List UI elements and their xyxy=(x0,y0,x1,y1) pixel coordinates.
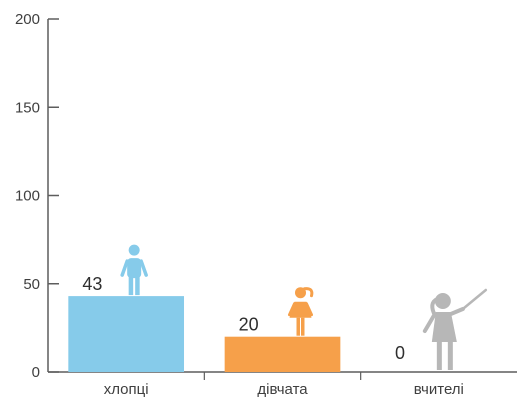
x-axis: хлопці дівчата вчителі xyxy=(48,371,517,398)
x-category-label: хлопці xyxy=(104,381,149,398)
teacher-icon xyxy=(422,288,488,370)
bars xyxy=(68,296,341,372)
value-label: 0 xyxy=(395,343,405,363)
y-tick-label: 100 xyxy=(15,188,40,205)
x-category-label: дівчата xyxy=(257,381,308,398)
bar-girl xyxy=(224,336,341,372)
y-tick-label: 150 xyxy=(15,99,40,116)
y-axis: 0 50 100 150 200 xyxy=(15,11,59,381)
y-tick-label: 200 xyxy=(15,11,40,28)
value-label: 20 xyxy=(239,315,259,335)
y-tick-label: 50 xyxy=(23,276,40,293)
y-tick-label: 0 xyxy=(32,364,40,381)
value-label: 43 xyxy=(82,274,102,294)
value-labels: 43 20 0 xyxy=(82,274,405,363)
x-category-label: вчителі xyxy=(414,381,464,398)
bar-boy xyxy=(68,296,185,372)
girl-icon xyxy=(288,287,314,336)
boy-icon xyxy=(120,244,148,296)
icons xyxy=(120,244,488,370)
